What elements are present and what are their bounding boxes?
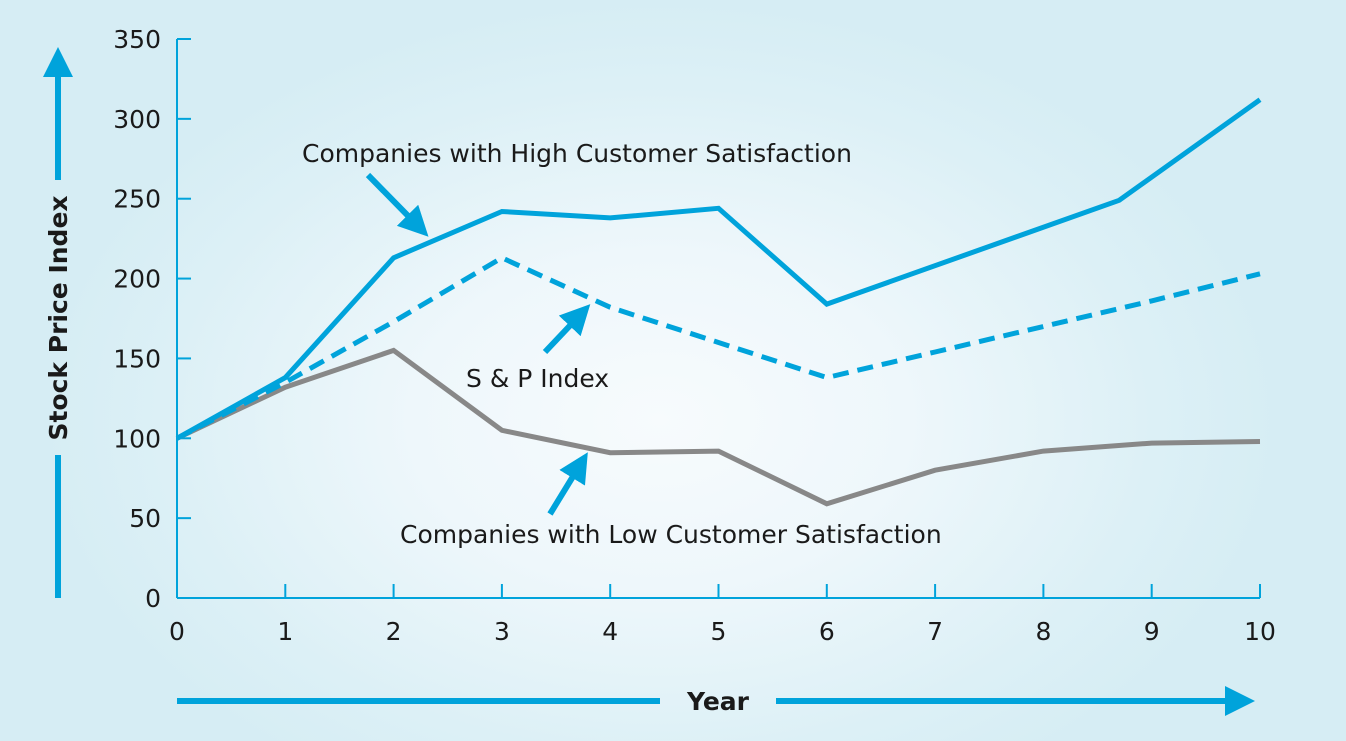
x-tick-label: 8	[1035, 617, 1051, 646]
annotation-high: Companies with High Customer Satisfactio…	[302, 139, 852, 168]
x-tick-label: 6	[819, 617, 835, 646]
x-tick-label: 3	[494, 617, 510, 646]
y-tick-label: 0	[145, 584, 161, 613]
series-group	[175, 97, 1262, 507]
x-tick-label: 9	[1144, 617, 1160, 646]
annotation-arrow-sp	[542, 304, 591, 355]
y-tick-label: 150	[113, 344, 161, 373]
annotation-sp: S & P Index	[466, 364, 609, 393]
axis-titles: Stock Price Index Year	[43, 47, 1255, 716]
x-tick-label: 5	[711, 617, 727, 646]
x-tick-label: 4	[602, 617, 618, 646]
annotation-low: Companies with Low Customer Satisfaction	[400, 520, 942, 549]
x-axis-title: Year	[686, 687, 750, 716]
y-tick-label: 100	[113, 424, 161, 453]
series-line-2	[175, 347, 1261, 507]
series-line-0	[175, 97, 1262, 441]
y-tick-label: 200	[113, 265, 161, 294]
annotation-arrow-high	[365, 172, 429, 237]
series-line-1	[175, 254, 1261, 441]
x-tick-label: 1	[277, 617, 293, 646]
y-tick-label: 250	[113, 185, 161, 214]
x-tick-label: 10	[1244, 617, 1276, 646]
y-tick-label: 50	[129, 504, 161, 533]
y-tick-label: 300	[113, 105, 161, 134]
annotations: Companies with High Customer Satisfactio…	[302, 139, 942, 549]
y-tick-label: 350	[113, 25, 161, 54]
x-tick-label: 7	[927, 617, 943, 646]
y-axis-title: Stock Price Index	[44, 195, 73, 440]
x-tick-label: 2	[386, 617, 402, 646]
annotation-arrow-low	[547, 452, 588, 516]
x-tick-label: 0	[169, 617, 185, 646]
axes: 0 50 100 150 200 250 300 350 0 1 2 3 4 5 6 7 8 9 10	[113, 25, 1276, 646]
